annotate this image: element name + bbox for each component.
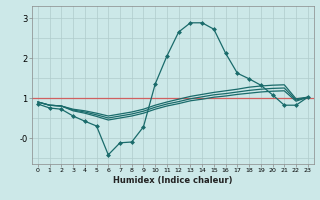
X-axis label: Humidex (Indice chaleur): Humidex (Indice chaleur) xyxy=(113,176,233,185)
